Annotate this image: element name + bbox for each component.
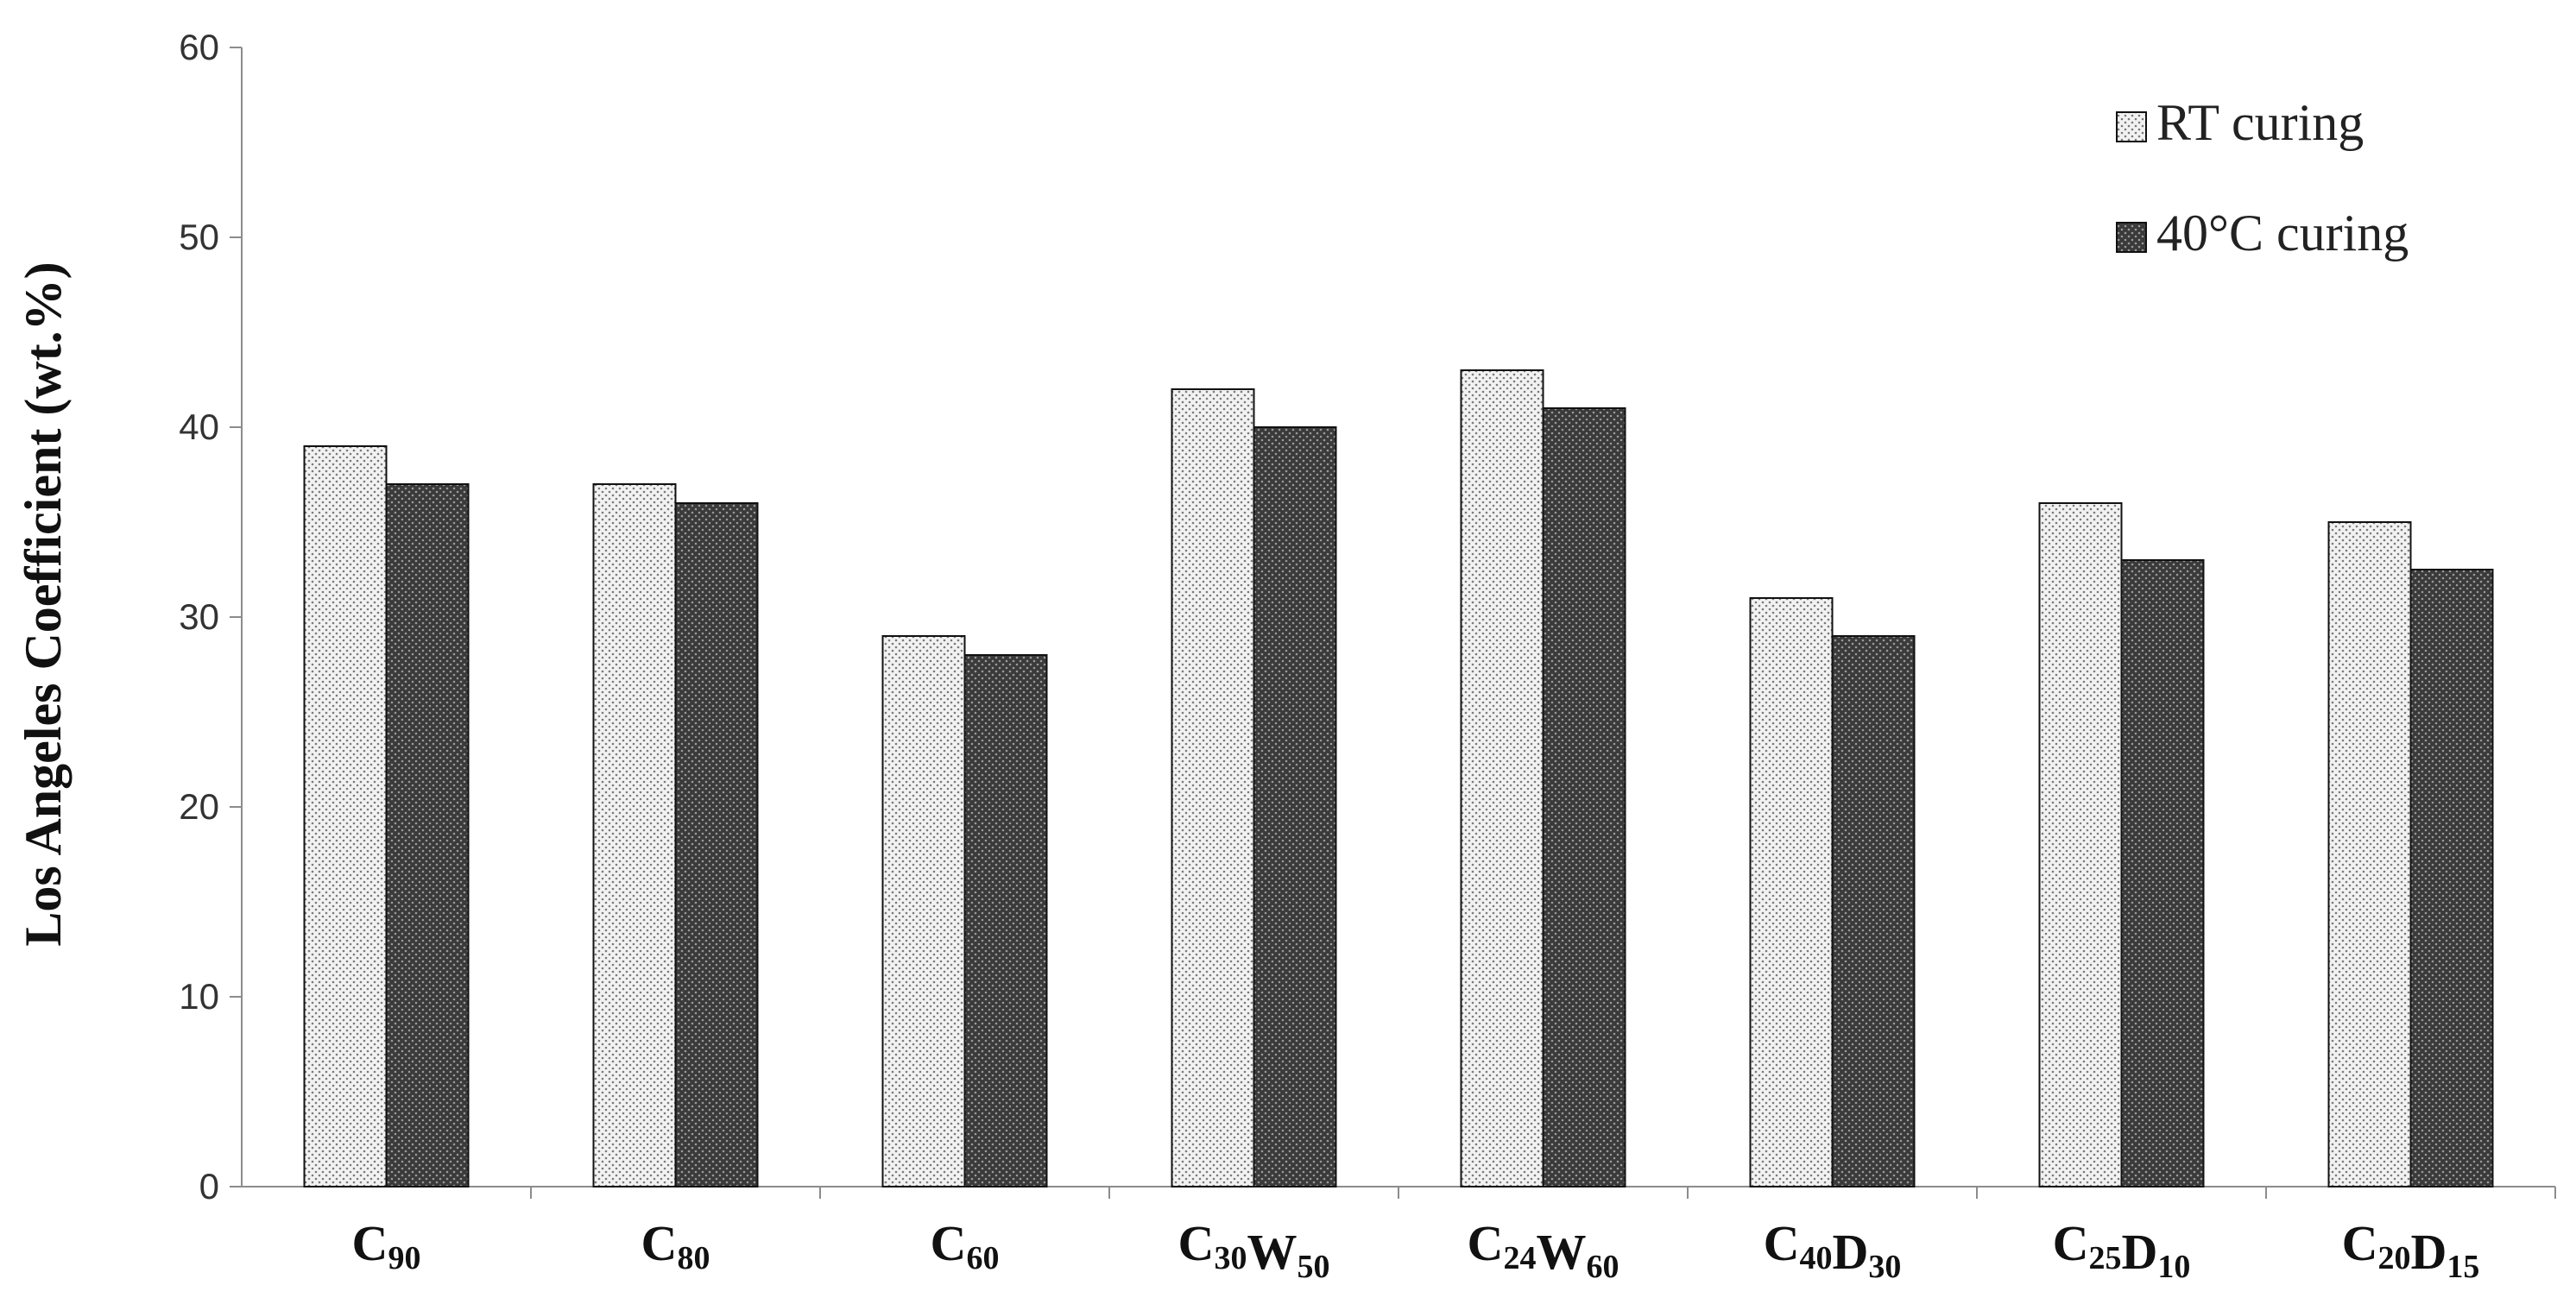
x-category-label: C60 [931, 1215, 1000, 1276]
legend-label-40c-curing: 40°C curing [2156, 205, 2409, 261]
bar-rt-curing-c60 [881, 635, 966, 1187]
legend-swatch-40c-curing [2116, 222, 2147, 253]
x-category-label: C40D30 [1764, 1215, 1902, 1285]
bar-40c-curing-c40d30 [1831, 635, 1916, 1187]
bar-rt-curing-c25d10 [2038, 502, 2123, 1187]
bar-rt-curing-c40d30 [1749, 597, 1834, 1187]
bars [303, 369, 2494, 1187]
bar-rt-curing-c90 [303, 445, 388, 1187]
bar-40c-curing-c90 [385, 483, 470, 1187]
bar-rt-curing-c20d15 [2327, 521, 2412, 1187]
x-category-label: C30W50 [1178, 1215, 1330, 1285]
bar-rt-curing-c80 [592, 483, 677, 1187]
x-category-labels: C90 C80 C60 C30W50 C24W60 C40D30 C25D10 C20D15 [352, 1215, 2480, 1285]
x-category-label: C80 [641, 1215, 710, 1276]
y-tick-label: 50 [179, 217, 219, 257]
y-tick-labels: 0 10 20 30 40 50 60 [179, 27, 219, 1206]
legend-swatch-rt-curing [2116, 111, 2147, 142]
bar-rt-curing-c30w50 [1171, 388, 1255, 1187]
bar-40c-curing-c24w60 [1542, 407, 1626, 1187]
y-tick-label: 30 [179, 596, 219, 637]
y-tick-label: 0 [199, 1166, 219, 1206]
y-tick-label: 40 [179, 406, 219, 447]
x-category-label: C24W60 [1468, 1215, 1619, 1285]
y-tick-label: 60 [179, 27, 219, 67]
x-category-label: C20D15 [2342, 1215, 2480, 1285]
y-tick-label: 10 [179, 976, 219, 1017]
bar-rt-curing-c24w60 [1460, 369, 1544, 1187]
y-axis-label: Los Angeles Coefficient (wt.%) [15, 261, 72, 946]
bar-40c-curing-c20d15 [2409, 569, 2494, 1187]
x-category-label: C90 [352, 1215, 421, 1276]
bar-40c-curing-c25d10 [2120, 559, 2205, 1187]
legend-label-rt-curing: RT curing [2156, 94, 2364, 151]
bar-40c-curing-c60 [963, 654, 1048, 1187]
y-tick-label: 20 [179, 786, 219, 827]
bar-40c-curing-c80 [674, 502, 759, 1187]
x-category-label: C25D10 [2053, 1215, 2191, 1285]
bar-40c-curing-c30w50 [1253, 426, 1337, 1187]
legend: RT curing 40°C curing [2116, 94, 2409, 261]
